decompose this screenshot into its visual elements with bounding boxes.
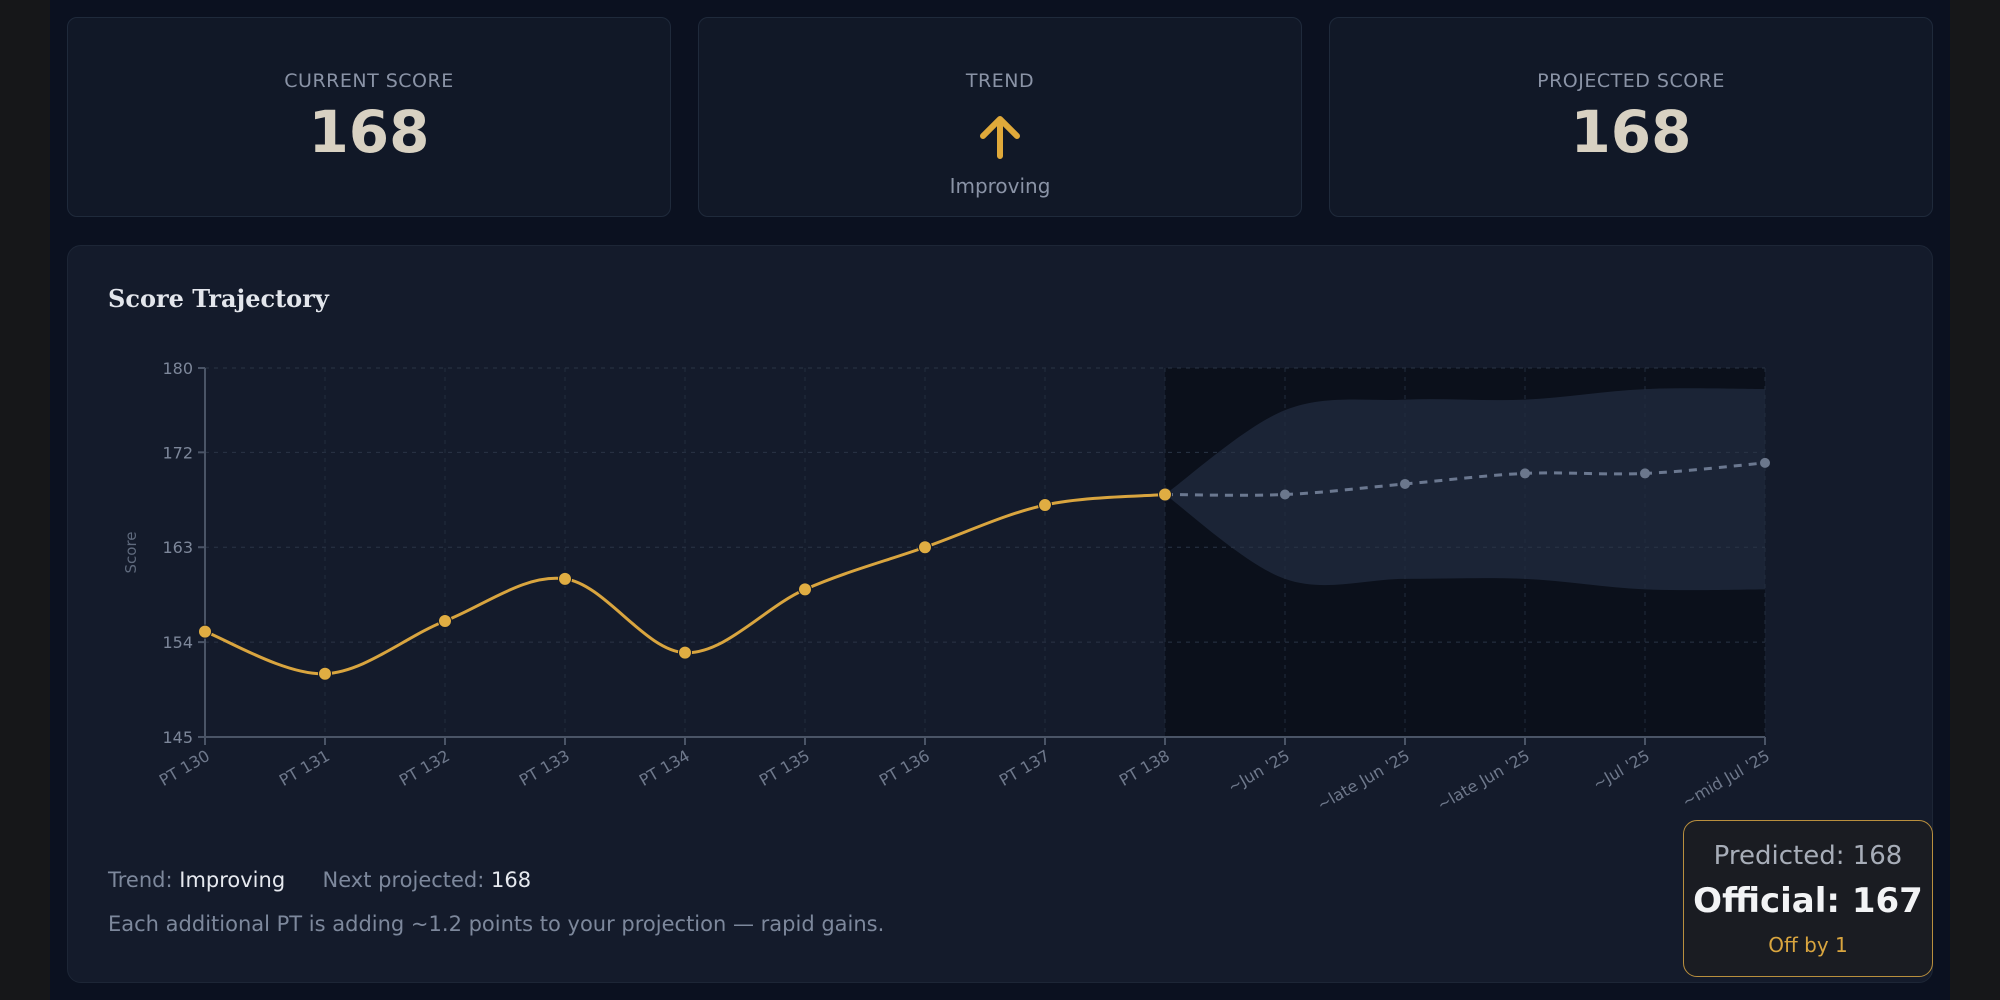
projection-line (1164, 461, 1766, 497)
footer-trend-label: Trend: (108, 868, 173, 892)
actual-score-point (558, 571, 572, 586)
x-tick-label: PT 135 (756, 746, 813, 790)
x-tick-label: ~Jul '25 (1589, 746, 1653, 794)
y-tick-label: 145 (162, 728, 193, 747)
x-tick-label: ~Jun '25 (1224, 746, 1293, 797)
current-score-card: CURRENT SCORE 168 (67, 17, 671, 217)
main-panel: CURRENT SCORE 168 TREND Improving PROJEC… (50, 0, 1950, 1000)
actual-score-point (918, 540, 932, 555)
predicted-score: Predicted: 168 (1713, 841, 1903, 871)
current-score-value: 168 (308, 98, 430, 166)
x-tick-label: PT 137 (996, 746, 1053, 790)
footer-trend-value: Improving (179, 868, 286, 892)
x-tick-label: ~late Jun '25 (1314, 746, 1413, 814)
prediction-result-box: Predicted: 168 Official: 167 Off by 1 (1683, 820, 1933, 977)
chart-footer-note: Each additional PT is adding ~1.2 points… (108, 912, 885, 936)
y-axis-label: Score (122, 531, 140, 573)
x-tick-label: PT 130 (156, 746, 213, 790)
projected-score-label: PROJECTED SCORE (1537, 70, 1725, 92)
x-tick-label: ~mid Jul '25 (1679, 746, 1773, 811)
y-tick-label: 172 (162, 443, 193, 462)
score-trajectory-card: Score Trajectory 145 154 163 172 180 Score PT … (67, 245, 1933, 983)
confidence-band (1165, 388, 1765, 591)
footer-next-value: 168 (491, 868, 532, 892)
score-trajectory-chart: 145 154 163 172 180 Score PT 130 PT 131 PT 132 PT… (122, 359, 1773, 814)
actual-score-point (1158, 487, 1172, 502)
projection-point (1760, 457, 1770, 468)
trend-value: Improving (949, 174, 1051, 198)
actual-score-point (438, 614, 452, 629)
y-tick-label: 154 (162, 633, 193, 652)
actual-score-point (318, 666, 332, 681)
chart-title: Score Trajectory (108, 284, 329, 313)
footer-next-label: Next projected: (322, 868, 485, 892)
projected-score-card: PROJECTED SCORE 168 (1329, 17, 1933, 217)
y-tick-label: 163 (162, 538, 193, 557)
x-tick-label: PT 133 (516, 746, 573, 790)
official-score: Official: 167 (1693, 881, 1923, 921)
prediction-difference: Off by 1 (1768, 933, 1848, 957)
actual-score-point (678, 645, 692, 660)
projection-point (1640, 468, 1650, 479)
trend-label: TREND (965, 70, 1035, 92)
x-tick-label: PT 136 (876, 746, 933, 790)
projection-point (1280, 489, 1290, 500)
x-tick-label: PT 134 (636, 746, 693, 790)
x-tick-label: ~late Jun '25 (1434, 746, 1533, 814)
projection-point (1400, 478, 1410, 489)
actual-score-point (198, 624, 212, 639)
trend-card: TREND Improving (698, 17, 1302, 217)
projected-score-value: 168 (1570, 98, 1692, 166)
arrow-up-icon (980, 116, 1020, 159)
x-tick-label: PT 131 (276, 746, 333, 790)
projection-point (1520, 468, 1530, 479)
actual-score-point (1038, 498, 1052, 513)
actual-score-point (798, 582, 812, 597)
y-tick-label: 180 (162, 359, 193, 378)
current-score-label: CURRENT SCORE (284, 70, 454, 92)
chart-footer-summary: Trend: Improving Next projected: 168 (108, 868, 531, 892)
x-tick-label: PT 132 (396, 746, 453, 790)
x-tick-label: PT 138 (1116, 746, 1173, 790)
